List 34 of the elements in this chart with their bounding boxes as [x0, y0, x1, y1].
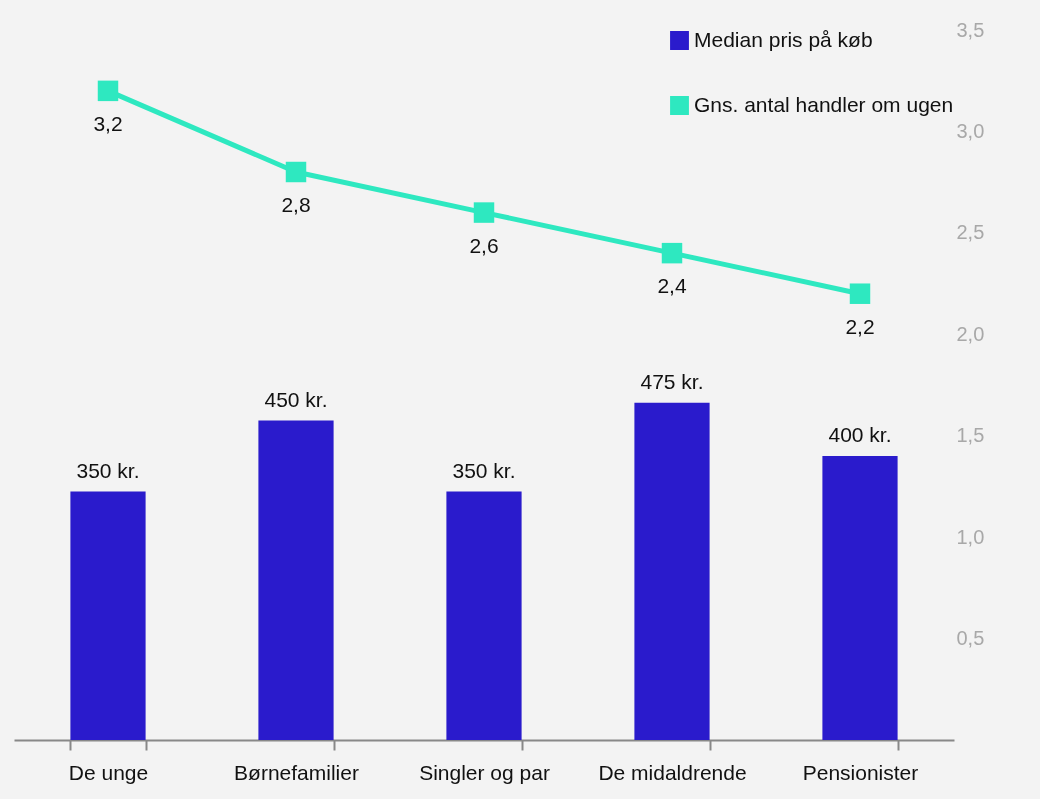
data-label: 3,2 [93, 111, 123, 135]
x-tick-label: Singler og par [419, 760, 550, 784]
x-tick-label: Børnefamilier [234, 760, 359, 784]
y2-tick-label: 1,0 [956, 525, 985, 548]
point [97, 80, 119, 102]
data-label: 400 kr. [828, 423, 892, 446]
point [849, 283, 871, 304]
point [285, 161, 307, 183]
y2-tick-label: 3,5 [956, 18, 985, 41]
data-label: 350 kr. [76, 458, 140, 482]
x-tick-label: De midaldrende [598, 760, 747, 784]
bar [822, 456, 898, 740]
bar [70, 491, 146, 740]
data-label: 450 kr. [264, 387, 328, 411]
bar [446, 491, 522, 740]
data-label: 2,8 [281, 193, 311, 216]
legend-label: Gns. antal handler om ugen [694, 92, 954, 116]
data-label: 2,4 [657, 274, 687, 298]
y2-tick-label: 0,5 [956, 627, 985, 650]
legend-label: Median pris på køb [694, 27, 873, 51]
point [473, 202, 495, 223]
y2-tick-label: 3,0 [956, 119, 985, 142]
bar [258, 420, 334, 740]
point [661, 242, 683, 264]
data-label: 475 kr. [640, 369, 704, 393]
y2-tick-label: 2,5 [956, 221, 985, 244]
data-label: 2,6 [469, 233, 499, 257]
x-tick-label: Pensionister [802, 760, 919, 784]
x-tick-label: De unge [68, 760, 149, 784]
y2-tick-label: 2,0 [956, 322, 985, 345]
data-label: 2,2 [845, 314, 875, 338]
bar [634, 402, 710, 740]
y2-tick-label: 1,5 [956, 424, 985, 447]
data-label: 350 kr. [452, 458, 516, 482]
